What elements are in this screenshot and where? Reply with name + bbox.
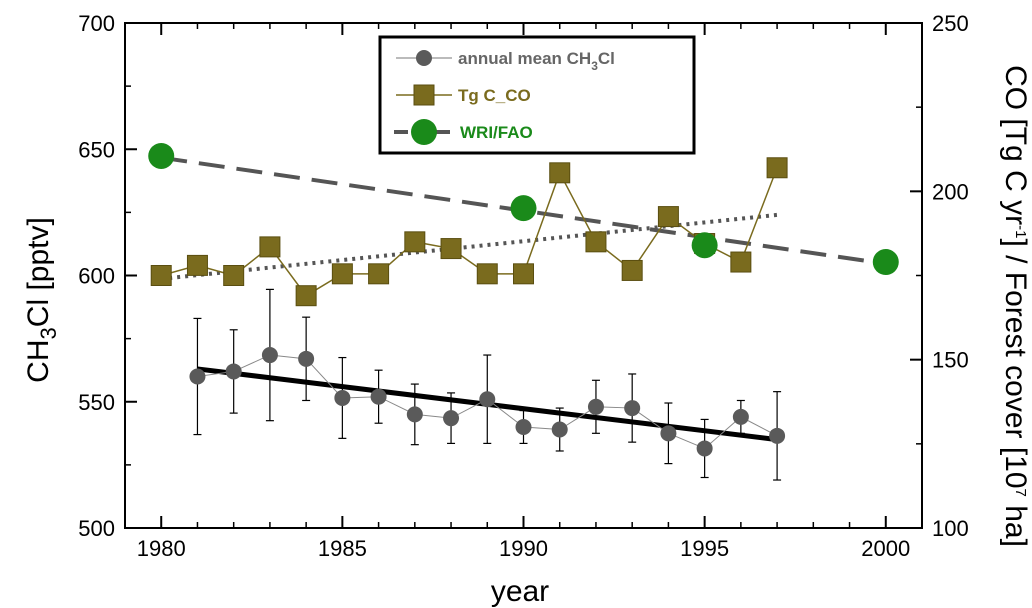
y-tick-label: 550 <box>78 390 115 415</box>
legend-marker-co <box>413 84 435 106</box>
y2-tick-label: 100 <box>932 516 969 541</box>
x-tick-label: 1980 <box>137 536 186 561</box>
data-point-wri <box>872 249 899 276</box>
y-axis-title-main: CH <box>22 339 55 382</box>
series-2 <box>148 142 899 276</box>
data-point-wri <box>691 232 718 259</box>
series-0 <box>189 288 786 481</box>
data-point-co <box>513 263 534 285</box>
data-point-co <box>223 265 245 286</box>
data-point-ch3cl <box>334 389 351 406</box>
data-point-co <box>766 157 788 179</box>
x-tick-label: 1990 <box>499 536 548 561</box>
legend-label-co: Tg C_CO <box>458 86 531 105</box>
data-point-ch3cl <box>406 406 423 423</box>
x-tick-label: 1985 <box>318 536 367 561</box>
y2-tick-label: 150 <box>932 348 969 373</box>
legend-label-ch3cl-pre: annual mean CH <box>458 49 591 68</box>
data-point-ch3cl <box>587 398 604 415</box>
legend-marker-ch3cl <box>416 50 432 66</box>
y2-tick-label: 250 <box>932 11 969 36</box>
data-point-ch3cl <box>515 419 532 435</box>
axis-ticks: 1980 1985 1990 1995 2000 500 550 600 650 700 100 15… <box>78 11 968 561</box>
y2-axis-title-end: ha] <box>999 497 1032 547</box>
x-tick-label: 2000 <box>861 536 910 561</box>
fit-line-dotted <box>161 212 778 281</box>
legend-label-ch3cl-sub: 3 <box>591 59 598 73</box>
legend: annual mean CH3Cl Tg C_CO WRI/FAO <box>378 35 696 155</box>
data-point-ch3cl <box>443 410 460 427</box>
data-point-co <box>259 236 281 258</box>
data-point-wri <box>510 195 537 222</box>
legend-item-co: Tg C_CO <box>396 84 531 106</box>
data-point-co <box>368 263 390 285</box>
y2-axis-title-mid: ] / Forest cover [10 <box>999 238 1032 488</box>
data-point-ch3cl <box>660 425 677 442</box>
y-tick-label: 600 <box>78 264 115 289</box>
data-point-co <box>585 231 607 253</box>
data-point-ch3cl <box>225 363 242 380</box>
data-point-co <box>186 254 208 276</box>
legend-marker-wri <box>411 119 437 145</box>
y-axis-title-sub: 3 <box>36 327 61 339</box>
y-tick-label: 500 <box>78 516 115 541</box>
x-axis-title: year <box>491 575 549 608</box>
data-point-ch3cl <box>189 368 206 385</box>
data-point-co <box>331 263 353 285</box>
y-axis-title: CH3Cl [pptv] <box>22 217 61 383</box>
legend-item-wri: WRI/FAO <box>394 119 533 145</box>
y2-tick-label: 200 <box>932 179 969 204</box>
legend-label-ch3cl: annual mean CH3Cl <box>458 49 615 73</box>
data-point-co <box>295 285 317 307</box>
data-point-co <box>549 162 571 184</box>
data-point-ch3cl <box>732 408 749 425</box>
legend-item-ch3cl: annual mean CH3Cl <box>396 49 615 73</box>
x-tick-label: 1995 <box>680 536 729 561</box>
data-point-wri <box>148 142 175 169</box>
legend-label-wri: WRI/FAO <box>460 123 533 142</box>
legend-label-ch3cl-post: Cl <box>598 49 615 68</box>
data-point-ch3cl <box>261 347 278 364</box>
data-point-ch3cl <box>370 388 387 405</box>
y-tick-label: 700 <box>78 11 115 36</box>
data-series <box>148 142 899 481</box>
y2-axis-title-sup2: 7 <box>1012 489 1029 497</box>
data-point-co <box>621 259 643 281</box>
data-point-ch3cl <box>696 440 713 457</box>
y-axis-title-end: Cl [pptv] <box>22 217 55 327</box>
data-point-ch3cl <box>769 427 786 444</box>
data-point-ch3cl <box>624 400 641 417</box>
series-1 <box>150 157 788 307</box>
data-point-co <box>730 251 752 273</box>
series-line <box>161 167 778 297</box>
data-point-ch3cl <box>551 421 568 438</box>
data-point-ch3cl <box>298 350 315 367</box>
data-point-co <box>476 263 498 285</box>
y2-axis-title-pre: CO [Tg C yr <box>999 65 1032 225</box>
data-point-co <box>150 265 172 286</box>
y2-axis-title-sup1: -1 <box>1012 225 1029 238</box>
data-point-ch3cl <box>479 391 496 408</box>
y2-axis-title: CO [Tg C yr-1] / Forest cover [107 ha] <box>999 65 1032 547</box>
data-point-co <box>404 231 426 253</box>
data-point-co <box>657 206 679 228</box>
data-point-co <box>440 238 462 260</box>
y-tick-label: 650 <box>78 137 115 162</box>
